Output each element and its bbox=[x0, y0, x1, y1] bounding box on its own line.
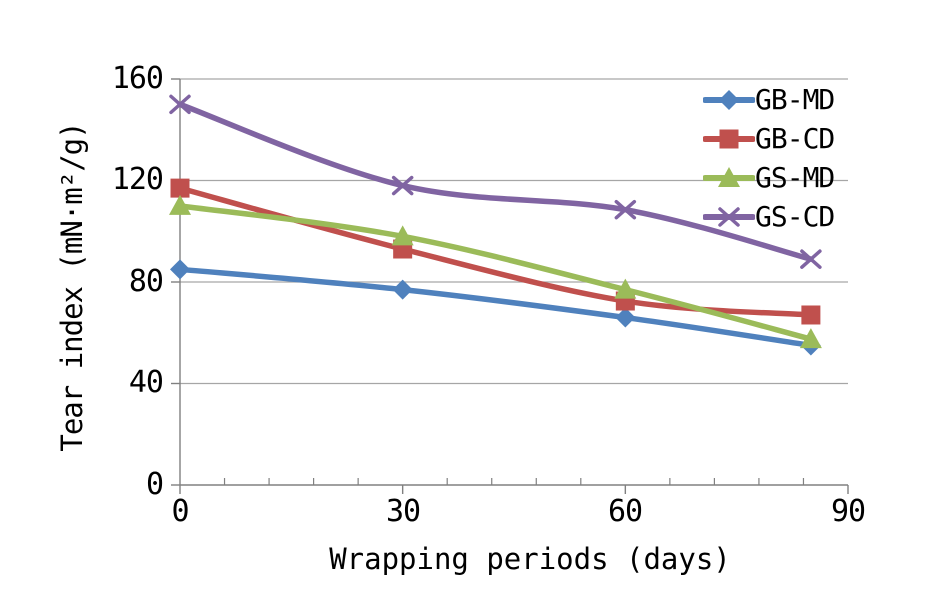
gs-md-triangle-marker-icon bbox=[703, 167, 755, 187]
x-tick-label-60: 60 bbox=[607, 494, 643, 529]
x-axis-title: Wrapping periods (days) bbox=[329, 542, 731, 576]
legend-item-gb-cd: GB-CD bbox=[703, 122, 835, 155]
y-tick-label-160: 160 bbox=[111, 61, 164, 96]
y-tick-label-0: 0 bbox=[145, 467, 164, 502]
legend-label: GS-MD bbox=[755, 161, 835, 194]
gb-md-diamond-marker-icon bbox=[703, 90, 755, 110]
y-tick-label-120: 120 bbox=[111, 162, 164, 197]
legend-item-gb-md: GB-MD bbox=[703, 83, 835, 116]
x-tick-label-0: 0 bbox=[171, 494, 189, 529]
x-tick-label-90: 90 bbox=[830, 494, 866, 529]
legend-item-gs-cd: GS-CD bbox=[703, 200, 835, 233]
y-tick-label-80: 80 bbox=[128, 264, 164, 299]
y-tick-label-40: 40 bbox=[128, 365, 164, 400]
x-tick-label-30: 30 bbox=[385, 494, 421, 529]
legend-item-gs-md: GS-MD bbox=[703, 161, 835, 194]
gb-cd-square-marker-icon bbox=[703, 129, 755, 149]
legend-label: GB-MD bbox=[755, 83, 835, 116]
legend-label: GS-CD bbox=[755, 200, 835, 233]
legend-label: GB-CD bbox=[755, 122, 835, 155]
gs-cd-x-marker-icon bbox=[703, 207, 755, 227]
